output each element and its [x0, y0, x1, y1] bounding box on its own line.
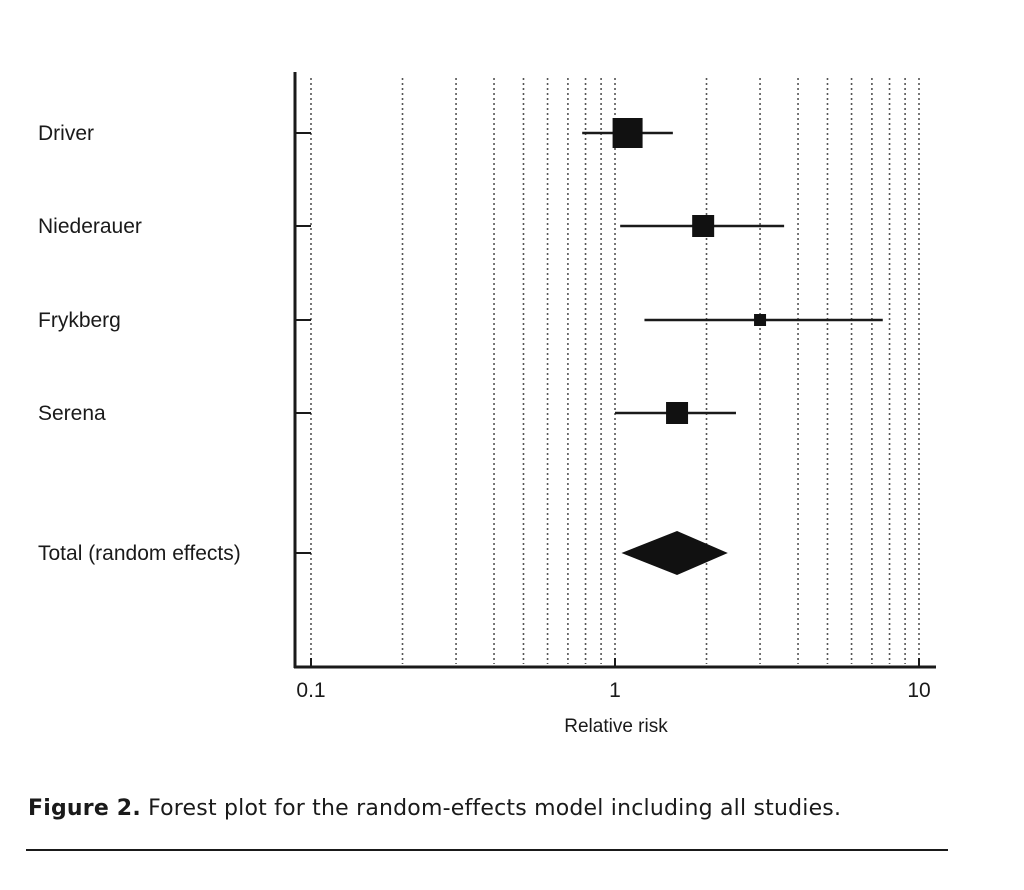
- study-label: Driver: [38, 122, 94, 145]
- study-row: Niederauer: [38, 215, 785, 238]
- x-axis-title: Relative risk: [564, 716, 668, 737]
- caption-rule: [26, 849, 948, 851]
- x-tick-label: 10: [907, 679, 930, 702]
- effect-estimate-box: [754, 314, 767, 326]
- study-row: Frykberg: [38, 309, 883, 332]
- pooled-diamond: [621, 531, 728, 575]
- gridlines: [310, 78, 920, 664]
- forest-plot: 0.1 1 10 Driver Niederauer Frykberg Serena Tot…: [38, 72, 936, 737]
- figure-caption-text: Forest plot for the random-effects model…: [140, 796, 842, 821]
- x-tick-label: 1: [609, 679, 621, 702]
- effect-estimate-box: [666, 402, 689, 424]
- study-label: Frykberg: [38, 309, 121, 332]
- study-label: Serena: [38, 402, 106, 425]
- x-tick-label: 0.1: [296, 679, 325, 702]
- pooled-label: Total (random effects): [38, 542, 241, 565]
- x-ticks: 0.1 1 10: [296, 658, 931, 702]
- study-row: Serena: [38, 402, 736, 425]
- pooled-row: Total (random effects): [38, 531, 728, 575]
- effect-estimate-box: [692, 215, 715, 237]
- study-label: Niederauer: [38, 215, 142, 238]
- study-rows: Driver Niederauer Frykberg Serena Total (ran…: [38, 118, 883, 575]
- effect-estimate-box: [612, 118, 643, 148]
- study-row: Driver: [38, 118, 673, 148]
- figure-label: Figure 2.: [28, 796, 141, 821]
- figure-caption: Figure 2. Forest plot for the random-eff…: [28, 796, 948, 821]
